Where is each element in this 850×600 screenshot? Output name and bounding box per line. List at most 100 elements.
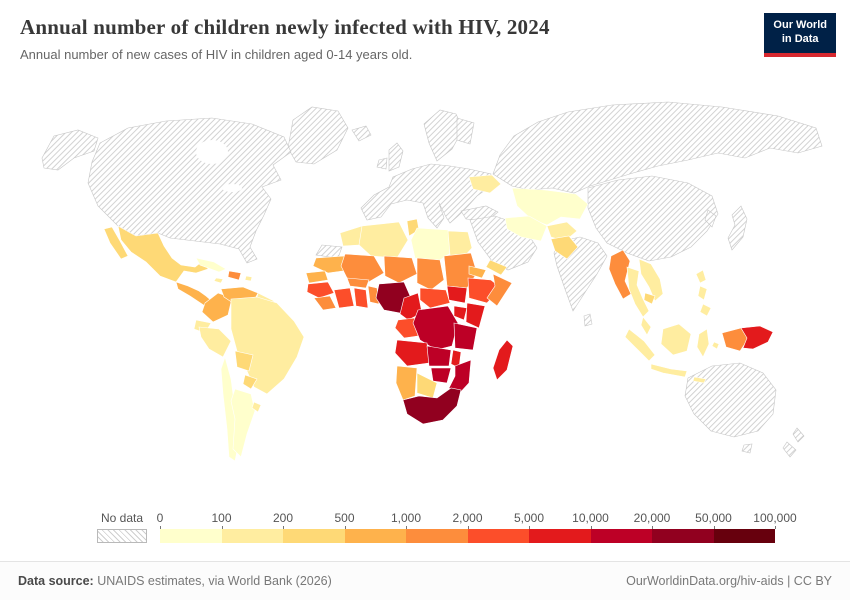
country-thailand[interactable] — [626, 266, 650, 318]
logo-line1: Our World — [773, 19, 827, 31]
no-data-group: No data — [97, 511, 147, 543]
country-malaysia[interactable] — [640, 316, 652, 336]
country-colombia[interactable] — [201, 292, 233, 323]
legend-segment[interactable] — [406, 529, 468, 543]
legend-segment[interactable] — [467, 529, 529, 543]
island-java[interactable] — [650, 363, 688, 378]
country-angola[interactable] — [394, 339, 430, 367]
country-peru[interactable] — [198, 326, 232, 358]
country-ukraine[interactable] — [468, 174, 502, 194]
country-iran[interactable] — [504, 215, 548, 242]
legend-tick — [283, 526, 284, 529]
country-south-africa[interactable] — [402, 387, 462, 425]
footer-link[interactable]: OurWorldinData.org/hiv-aids | CC BY — [626, 574, 832, 588]
legend-tick — [467, 526, 469, 529]
region-hispaniola[interactable] — [227, 270, 242, 281]
country-jamaica[interactable] — [213, 277, 224, 284]
data-source: Data source: UNAIDS estimates, via World… — [18, 574, 332, 588]
country-central-african-republic[interactable] — [419, 287, 451, 309]
country-niger[interactable] — [383, 255, 418, 284]
country-japan[interactable] — [727, 205, 748, 251]
country-drc[interactable] — [412, 305, 459, 351]
country-madagascar[interactable] — [492, 339, 514, 381]
great-lakes — [222, 184, 242, 192]
region-togo-benin[interactable] — [367, 285, 380, 305]
no-data-swatch[interactable] — [97, 529, 147, 543]
country-argentina[interactable] — [230, 388, 256, 458]
country-sri-lanka[interactable] — [583, 313, 593, 327]
country-senegal[interactable] — [305, 270, 329, 284]
region-eritrea-djibouti[interactable] — [468, 265, 487, 279]
country-namibia[interactable] — [395, 365, 418, 401]
country-puerto-rico[interactable] — [244, 275, 253, 282]
legend-tick-label: 500 — [334, 511, 355, 525]
region-sierra-leone-liberia[interactable] — [313, 295, 337, 311]
island-lesser-sunda[interactable] — [692, 376, 707, 384]
country-chad[interactable] — [416, 257, 445, 291]
country-australia[interactable] — [684, 362, 777, 438]
country-kenya[interactable] — [465, 302, 486, 329]
country-algeria[interactable] — [358, 221, 409, 259]
region-china-mongolia[interactable] — [587, 175, 719, 262]
country-russia[interactable] — [492, 101, 823, 194]
country-south-sudan[interactable] — [446, 285, 468, 304]
legend-tick — [529, 526, 530, 529]
country-cambodia[interactable] — [643, 292, 656, 305]
island-borneo[interactable] — [660, 323, 692, 356]
country-bolivia[interactable] — [234, 350, 254, 372]
legend-tick-label: 100 — [211, 511, 232, 525]
chart-title: Annual number of children newly infected… — [20, 15, 550, 39]
country-guinea[interactable] — [306, 281, 335, 299]
country-uganda[interactable] — [453, 305, 468, 321]
island-sulawesi[interactable] — [696, 328, 710, 358]
owid-logo[interactable]: Our World in Data — [764, 13, 836, 57]
country-mexico[interactable] — [103, 225, 209, 283]
region-western-sahara[interactable] — [315, 244, 343, 259]
country-cote-divoire[interactable] — [333, 287, 355, 309]
country-papua-new-guinea[interactable] — [740, 325, 774, 350]
country-philippines[interactable] — [695, 269, 712, 317]
country-zambia[interactable] — [426, 345, 452, 367]
country-tanzania[interactable] — [453, 322, 478, 351]
country-paraguay[interactable] — [242, 374, 258, 390]
hudson-bay — [196, 140, 228, 164]
island-maluku[interactable] — [711, 341, 720, 350]
legend-segment[interactable] — [221, 529, 283, 543]
island-sumatra[interactable] — [624, 328, 656, 362]
country-yemen[interactable] — [485, 259, 508, 276]
country-new-zealand[interactable] — [782, 427, 805, 458]
legend-segment[interactable] — [590, 529, 652, 543]
country-zimbabwe[interactable] — [430, 367, 452, 384]
country-cuba[interactable] — [195, 257, 227, 273]
legend-segment[interactable] — [713, 529, 775, 543]
country-alaska[interactable] — [41, 129, 99, 171]
country-greenland[interactable] — [287, 106, 349, 165]
world-map — [0, 90, 850, 510]
legend-segment[interactable] — [283, 529, 345, 543]
country-uruguay[interactable] — [251, 401, 262, 413]
country-finland[interactable] — [456, 117, 475, 145]
country-ghana[interactable] — [353, 287, 369, 309]
legend-tick-label: 2,000 — [452, 511, 483, 525]
legend-tick-label: 5,000 — [513, 511, 545, 525]
country-burkina-faso[interactable] — [346, 277, 370, 289]
region-central-asia[interactable] — [511, 187, 589, 226]
country-pakistan[interactable] — [550, 235, 579, 260]
country-iceland[interactable] — [351, 125, 372, 142]
country-somalia[interactable] — [486, 273, 513, 307]
country-mauritania[interactable] — [312, 255, 351, 274]
legend-segment[interactable] — [160, 529, 222, 543]
region-tasmania[interactable] — [741, 443, 753, 454]
region-gabon-congo[interactable] — [394, 317, 419, 339]
legend-segment[interactable] — [529, 529, 591, 543]
region-europe[interactable] — [360, 163, 492, 229]
region-vietnam-laos[interactable] — [638, 258, 664, 302]
country-uk[interactable] — [388, 142, 404, 172]
country-brazil[interactable] — [230, 296, 305, 395]
legend-tick-label: 50,000 — [695, 511, 732, 525]
country-ireland[interactable] — [376, 157, 388, 170]
legend-segment[interactable] — [652, 529, 714, 543]
legend-tick-label: 10,000 — [572, 511, 609, 525]
legend-segment[interactable] — [344, 529, 406, 543]
country-korea[interactable] — [704, 209, 717, 228]
